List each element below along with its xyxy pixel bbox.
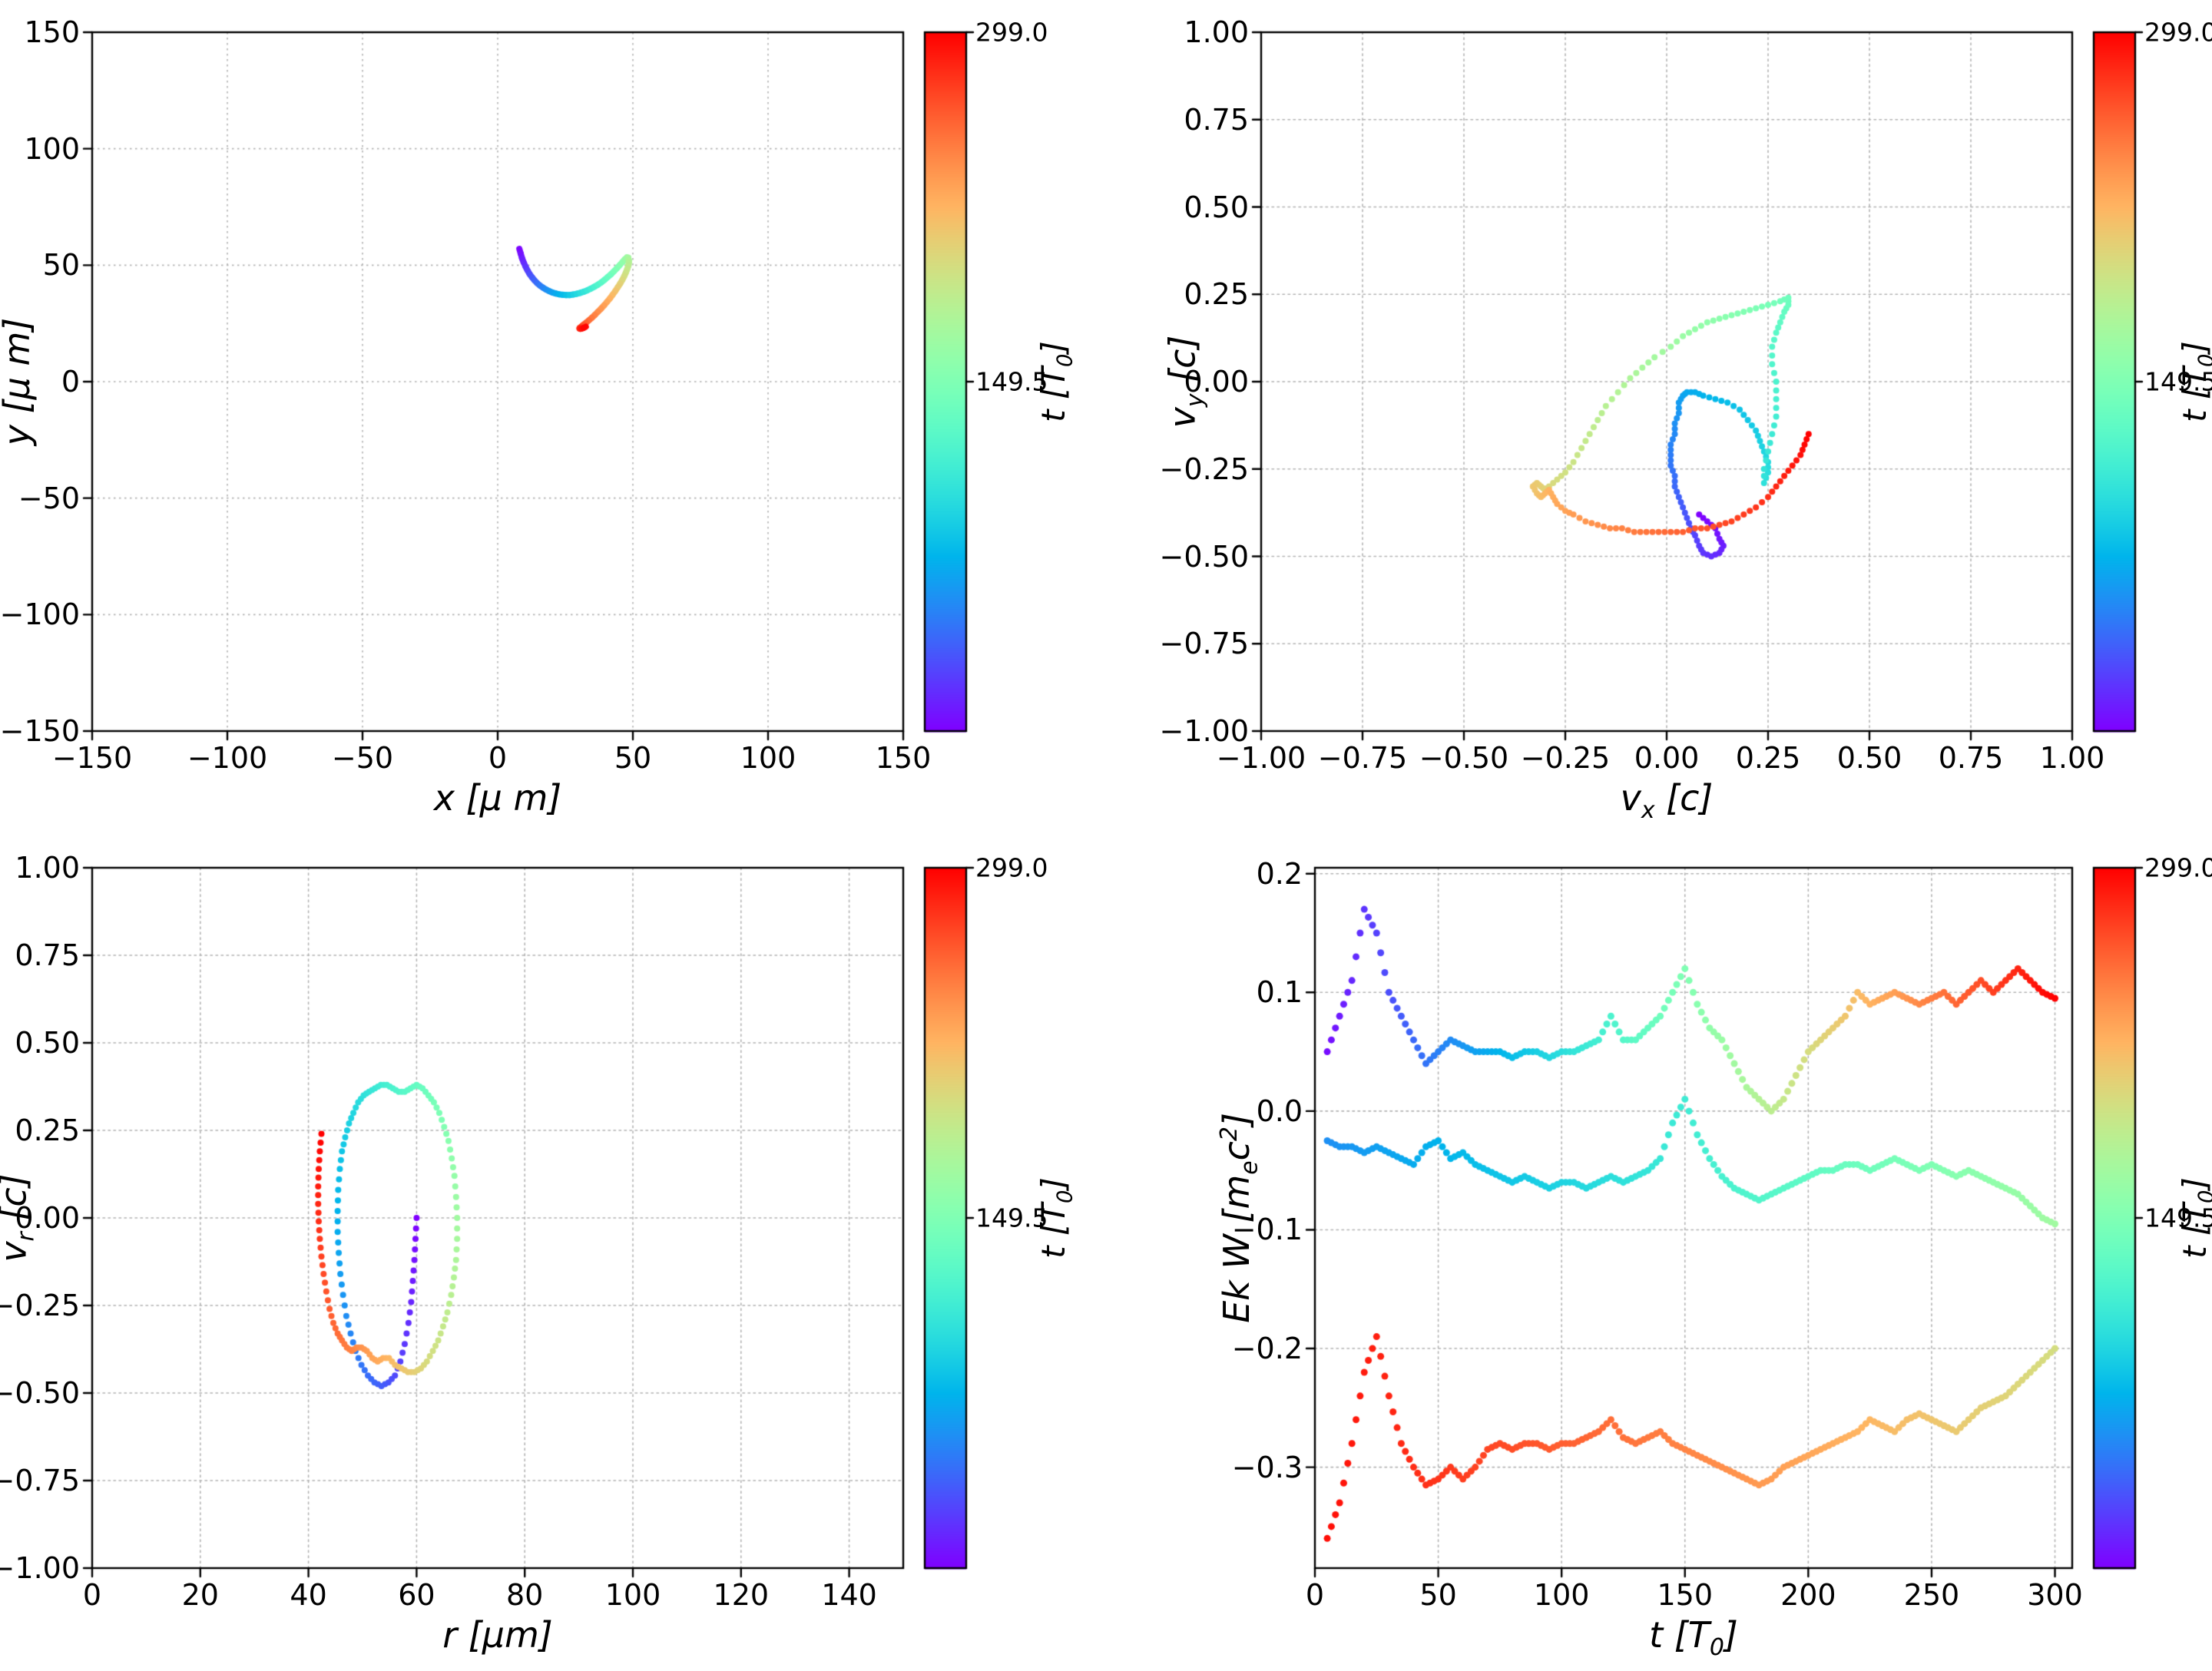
y-tick-label: 1.00 xyxy=(1184,15,1249,49)
x-axis-label: t [T0] xyxy=(1649,1614,1738,1662)
colorbar-tick-label: 299.0 xyxy=(2144,17,2212,48)
y-tick-label: −150 xyxy=(0,714,80,748)
y-tick-label: 0.0 xyxy=(1256,1094,1303,1128)
y-tick-label: −0.50 xyxy=(1159,539,1249,574)
y-tick-label: 0.25 xyxy=(1184,277,1249,312)
y-tick-label: −0.50 xyxy=(0,1376,80,1410)
colorbar-tick-label: 149.5 xyxy=(975,1203,1048,1233)
y-tick-label: 150 xyxy=(24,15,80,49)
y-tick-label: 0.00 xyxy=(15,1201,80,1235)
x-tick-label: −50 xyxy=(331,741,394,775)
x-tick-label: −100 xyxy=(187,741,268,775)
y-tick-label: −0.3 xyxy=(1231,1450,1303,1484)
x-tick-label: −0.50 xyxy=(1419,741,1509,775)
y-tick-label: −100 xyxy=(0,597,80,632)
x-tick-label: 140 xyxy=(821,1578,877,1612)
x-tick-label: 150 xyxy=(875,741,932,775)
x-tick-label: −1.00 xyxy=(1216,741,1306,775)
y-tick-label: −0.25 xyxy=(0,1289,80,1322)
x-tick-label: 40 xyxy=(290,1578,327,1612)
x-tick-label: 0 xyxy=(82,1578,102,1612)
y-tick-label: 0.2 xyxy=(1256,856,1303,891)
y-tick-label: 0.00 xyxy=(1184,365,1249,399)
colorbar-tick-label: 149.5 xyxy=(2144,366,2212,397)
x-tick-label: 100 xyxy=(1533,1578,1590,1612)
x-tick-label: −0.75 xyxy=(1317,741,1408,775)
x-tick-label: −0.25 xyxy=(1520,741,1611,775)
y-tick-label: −0.2 xyxy=(1231,1332,1303,1366)
x-tick-label: 0 xyxy=(488,741,508,775)
x-tick-label: −150 xyxy=(51,741,133,775)
colorbar-label: t [T0] xyxy=(2176,341,2212,422)
x-tick-label: 0.75 xyxy=(1938,741,2004,775)
y-tick-label: −50 xyxy=(18,481,80,515)
x-axis-label: vx [c] xyxy=(1620,777,1714,825)
x-tick-label: 150 xyxy=(1657,1578,1714,1612)
colorbar-tick-label: 299.0 xyxy=(975,852,1048,883)
y-tick-label: 0.50 xyxy=(1184,190,1249,224)
y-tick-label: 0.50 xyxy=(15,1026,80,1060)
y-tick-label: −0.25 xyxy=(1159,452,1249,486)
x-tick-label: 250 xyxy=(1903,1578,1960,1612)
y-tick-label: 0.75 xyxy=(1184,102,1249,137)
y-axis-label: vy [c] xyxy=(1161,335,1209,429)
y-axis-label: y [μ m] xyxy=(0,317,38,446)
y-axis-label: Ek W [mec2] xyxy=(1215,1113,1263,1323)
colorbar-tick-label: 299.0 xyxy=(2144,852,2212,883)
x-tick-label: 60 xyxy=(398,1578,435,1612)
x-tick-label: 200 xyxy=(1780,1578,1836,1612)
y-tick-label: 0.25 xyxy=(15,1113,80,1147)
colorbar-label: t [T0] xyxy=(1035,1177,1078,1259)
y-axis-label: vr [c] xyxy=(0,1173,40,1262)
colorbar-label: t [T0] xyxy=(2176,1177,2212,1259)
x-tick-label: 0.25 xyxy=(1735,741,1801,775)
x-tick-label: 0 xyxy=(1305,1578,1325,1612)
y-tick-label: −1.00 xyxy=(1159,714,1249,748)
x-tick-label: 0.00 xyxy=(1634,741,1700,775)
x-axis-label: r [μm] xyxy=(442,1614,553,1656)
x-tick-label: 120 xyxy=(713,1578,770,1612)
y-tick-label: 1.00 xyxy=(15,851,80,885)
colorbar-label: t [T0] xyxy=(1035,341,1078,422)
x-tick-label: 100 xyxy=(740,741,796,775)
y-tick-label: 50 xyxy=(42,248,80,283)
y-tick-label: −0.75 xyxy=(1159,627,1249,661)
x-tick-label: 50 xyxy=(614,741,652,775)
x-tick-label: 300 xyxy=(2027,1578,2083,1612)
x-tick-label: 1.00 xyxy=(2039,741,2105,775)
y-tick-label: 100 xyxy=(24,131,80,166)
x-tick-label: 50 xyxy=(1419,1578,1457,1612)
y-tick-label: −1.00 xyxy=(0,1551,80,1585)
colorbar-tick-label: 299.0 xyxy=(975,17,1048,48)
x-tick-label: 100 xyxy=(604,1578,661,1612)
x-tick-label: 80 xyxy=(506,1578,544,1612)
colorbar-tick-label: 149.5 xyxy=(975,366,1048,397)
y-tick-label: −0.75 xyxy=(0,1464,80,1497)
y-tick-label: 0.75 xyxy=(15,938,80,972)
x-tick-label: 0.50 xyxy=(1836,741,1902,775)
x-tick-label: 20 xyxy=(181,1578,219,1612)
y-tick-label: 0 xyxy=(61,365,80,399)
colorbar-tick-label: 149.5 xyxy=(2144,1203,2212,1233)
x-axis-label: x [μ m] xyxy=(433,777,562,819)
y-tick-label: 0.1 xyxy=(1256,975,1303,1010)
y-tick-label: −0.1 xyxy=(1231,1213,1303,1247)
